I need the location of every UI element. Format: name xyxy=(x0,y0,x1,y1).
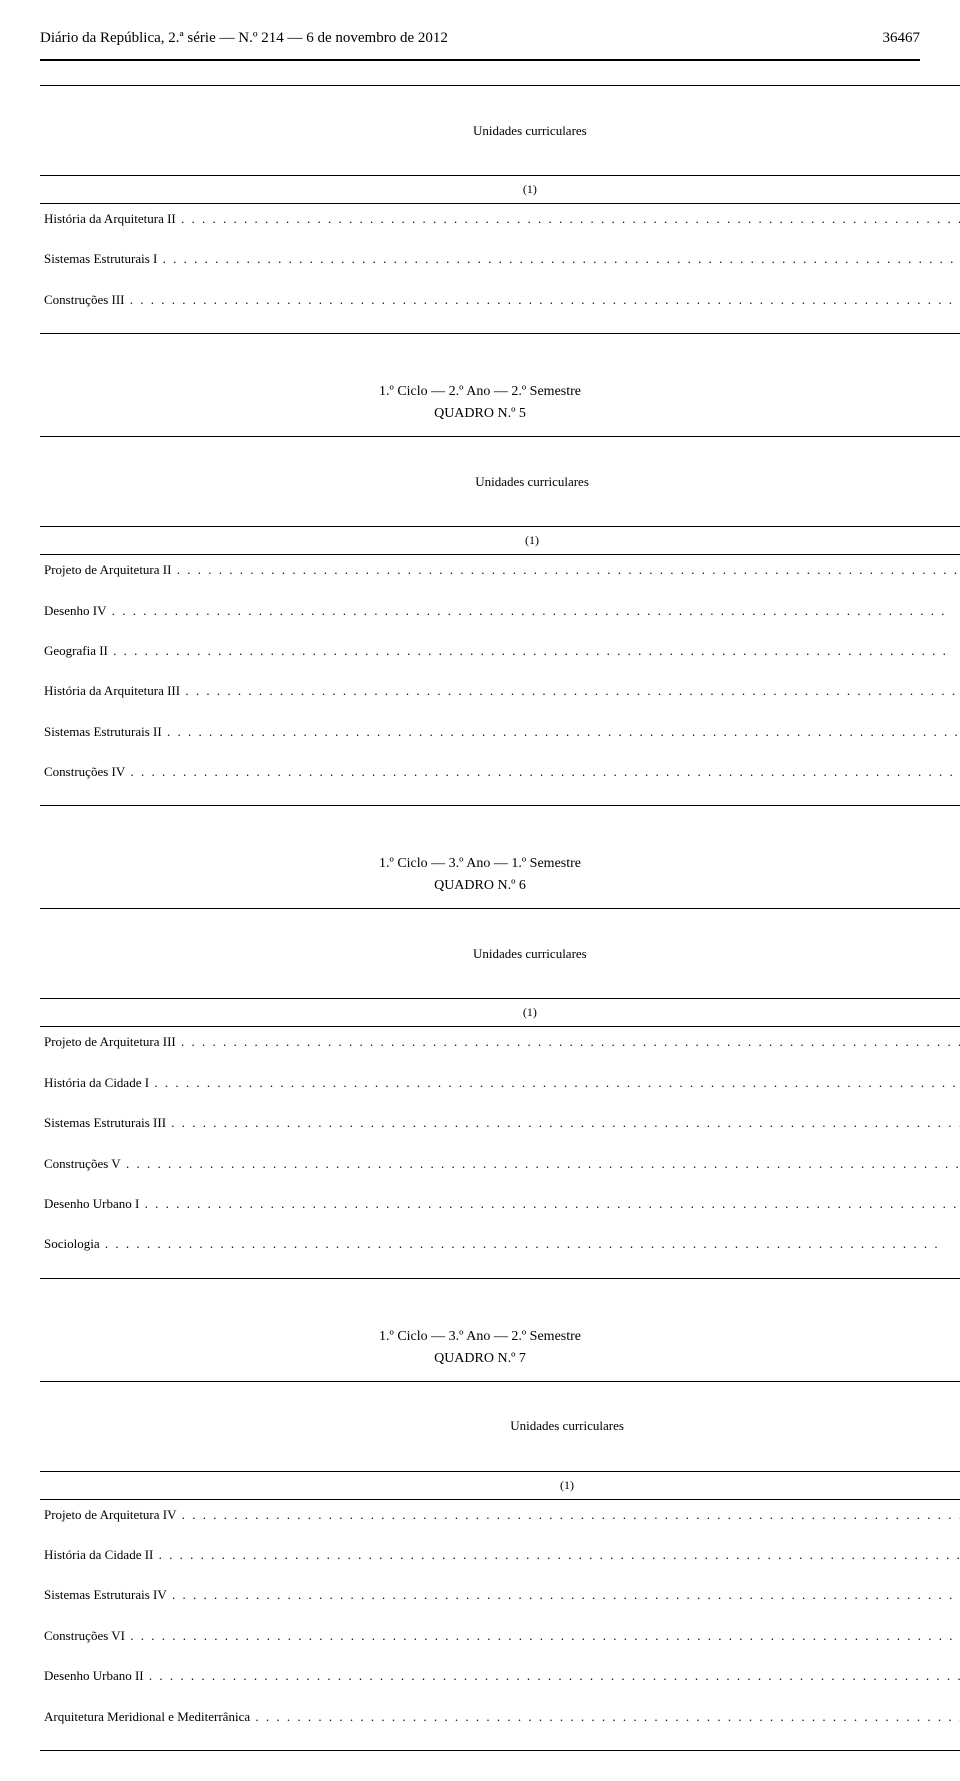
th-uc: Unidades curriculares xyxy=(40,437,960,527)
cell-uc: Sociologia xyxy=(40,1233,960,1278)
table-row: Construções VI T Semestral . . . 112 TP … xyxy=(40,1625,960,1665)
th-uc: Unidades curriculares xyxy=(40,86,960,176)
header-right: 36467 xyxy=(883,30,921,47)
th-uc: Unidades curriculares xyxy=(40,1381,960,1471)
table-row: História da Arquitetura III HTC Semestra… xyxy=(40,680,960,720)
table-row: Construções III T Semestral . . . 56 TP … xyxy=(40,289,960,334)
table-row: Projeto de Arquitetura III A Semestral .… xyxy=(40,1027,960,1072)
cell-uc: Geografia II xyxy=(40,640,960,680)
table-row: Sociologia U Semestral . . . 56 TP — 45 … xyxy=(40,1233,960,1278)
colnum: (1) xyxy=(40,1471,960,1499)
cell-uc: História da Arquitetura III xyxy=(40,680,960,720)
section-title: 1.º Ciclo — 2.º Ano — 2.º Semestre xyxy=(40,384,920,400)
quadro-title: QUADRO N.º 7 xyxy=(40,1351,920,1367)
th-uc: Unidades curriculares xyxy=(40,909,960,999)
table-row: Construções V T Semestral . . . 112 TP —… xyxy=(40,1153,960,1193)
table-row: História da Cidade II HTC Semestral . . … xyxy=(40,1544,960,1584)
cell-uc: Projeto de Arquitetura II xyxy=(40,555,960,600)
quadro-title: QUADRO N.º 6 xyxy=(40,878,920,894)
table-row: Sistemas Estruturais I T Semestral . . .… xyxy=(40,248,960,288)
colnum: (1) xyxy=(40,999,960,1027)
cell-uc: Construções III xyxy=(40,289,960,334)
page-header: Diário da República, 2.ª série — N.º 214… xyxy=(40,30,920,47)
curriculum-table: Unidades curriculares Área científica Ti… xyxy=(40,436,960,806)
cell-uc: Desenho Urbano I xyxy=(40,1193,960,1233)
section-title: 1.º Ciclo — 3.º Ano — 1.º Semestre xyxy=(40,856,920,872)
curriculum-table: Unidades curriculares Área científica Ti… xyxy=(40,1381,960,1751)
table-row: Geografia II U Semestral . . . 112 TP — … xyxy=(40,640,960,680)
cell-uc: Sistemas Estruturais II xyxy=(40,721,960,761)
cell-uc: Construções IV xyxy=(40,761,960,806)
cell-uc: Construções VI xyxy=(40,1625,960,1665)
cell-uc: Projeto de Arquitetura IV xyxy=(40,1499,960,1544)
header-left: Diário da República, 2.ª série — N.º 214… xyxy=(40,30,448,47)
table-row: Desenho Urbano I U Semestral . . . 168 T… xyxy=(40,1193,960,1233)
quadro-title: QUADRO N.º 5 xyxy=(40,406,920,422)
curriculum-table: Unidades curriculares Área científica Ti… xyxy=(40,85,960,334)
cell-uc: História da Arquitetura II xyxy=(40,204,960,249)
table-row: Sistemas Estruturais IV T Semestral . . … xyxy=(40,1584,960,1624)
table-row: História da Cidade I HTC Semestral . . .… xyxy=(40,1072,960,1112)
table-row: Desenho IV TRC Semestral . . . 140 TP — … xyxy=(40,600,960,640)
cell-uc: Desenho Urbano II xyxy=(40,1665,960,1705)
table-row: Desenho Urbano II U Semestral . . . 168 … xyxy=(40,1665,960,1705)
table-row: Projeto de Arquitetura IV A Semestral . … xyxy=(40,1499,960,1544)
cell-uc: Projeto de Arquitetura III xyxy=(40,1027,960,1072)
table-row: Sistemas Estruturais II T Semestral . . … xyxy=(40,721,960,761)
cell-uc: Sistemas Estruturais I xyxy=(40,248,960,288)
section-title: 1.º Ciclo — 3.º Ano — 2.º Semestre xyxy=(40,1329,920,1345)
table-row: Arquitetura Meridional e Mediterrânica A… xyxy=(40,1706,960,1751)
table-row: Sistemas Estruturais III T Semestral . .… xyxy=(40,1112,960,1152)
cell-uc: Arquitetura Meridional e Mediterrânica xyxy=(40,1706,960,1751)
cell-uc: História da Cidade II xyxy=(40,1544,960,1584)
cell-uc: Sistemas Estruturais III xyxy=(40,1112,960,1152)
cell-uc: Desenho IV xyxy=(40,600,960,640)
cell-uc: Construções V xyxy=(40,1153,960,1193)
colnum: (1) xyxy=(40,176,960,204)
cell-uc: Sistemas Estruturais IV xyxy=(40,1584,960,1624)
table-row: História da Arquitetura II HTC Semestral… xyxy=(40,204,960,249)
table-row: Projeto de Arquitetura II A Semestral . … xyxy=(40,555,960,600)
colnum: (1) xyxy=(40,527,960,555)
curriculum-table: Unidades curriculares Área científica Ti… xyxy=(40,908,960,1278)
header-rule xyxy=(40,59,920,61)
table-row: Construções IV T Semestral . . . 84 TP —… xyxy=(40,761,960,806)
cell-uc: História da Cidade I xyxy=(40,1072,960,1112)
